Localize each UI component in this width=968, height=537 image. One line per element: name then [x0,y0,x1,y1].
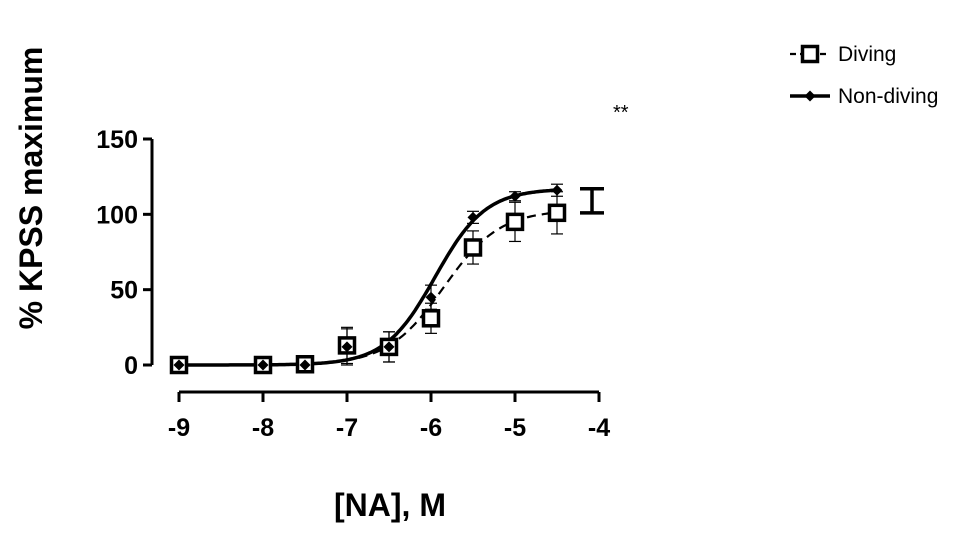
data-point-diving [421,309,441,328]
y-tick-label: 150 [96,126,138,154]
data-point-diving [463,238,483,257]
x-axis-label: [NA], M [334,487,446,523]
y-tick-label: 0 [124,352,138,380]
data-point-non-diving [299,359,311,371]
data-point-non-diving [509,190,521,202]
x-tick-label: -7 [336,414,358,442]
fit-curves [179,188,558,367]
legend: Diving Non-diving [790,43,938,108]
significance-annotation: ** [580,102,629,215]
data-point-non-diving [173,359,185,371]
fit-curve-non-diving [179,188,558,367]
y-tick-label: 50 [110,277,138,305]
data-point-non-diving [257,359,269,371]
significance-label: ** [613,102,629,124]
legend-label-non-diving: Non-diving [838,85,938,108]
x-tick-label: -4 [588,414,610,442]
y-axis-label: % KPSS maximum [13,47,49,330]
axes: 0 50 100 150 -9 -8 -7 -6 -5 -4 [96,126,610,442]
legend-marker-non-diving [804,90,816,102]
legend-marker-diving [800,44,820,64]
data-point-non-diving [341,341,353,353]
fit-curve-diving [179,211,558,367]
x-tick-label: -9 [168,414,190,442]
legend-label-diving: Diving [838,43,896,66]
x-tick-label: -6 [420,414,442,442]
data-point-diving [505,212,525,232]
x-tick-label: -5 [504,414,526,442]
x-tick-label: -8 [252,414,274,442]
data-point-diving [547,203,567,223]
data-point-non-diving [383,341,395,353]
data-point-non-diving [425,291,437,303]
data-point-non-diving [551,184,563,196]
y-tick-label: 100 [96,201,138,229]
data-point-non-diving [467,211,479,223]
data-points [169,183,567,375]
